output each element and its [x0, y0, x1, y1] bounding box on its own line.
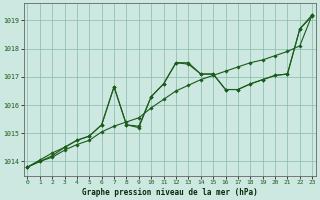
- X-axis label: Graphe pression niveau de la mer (hPa): Graphe pression niveau de la mer (hPa): [82, 188, 258, 197]
